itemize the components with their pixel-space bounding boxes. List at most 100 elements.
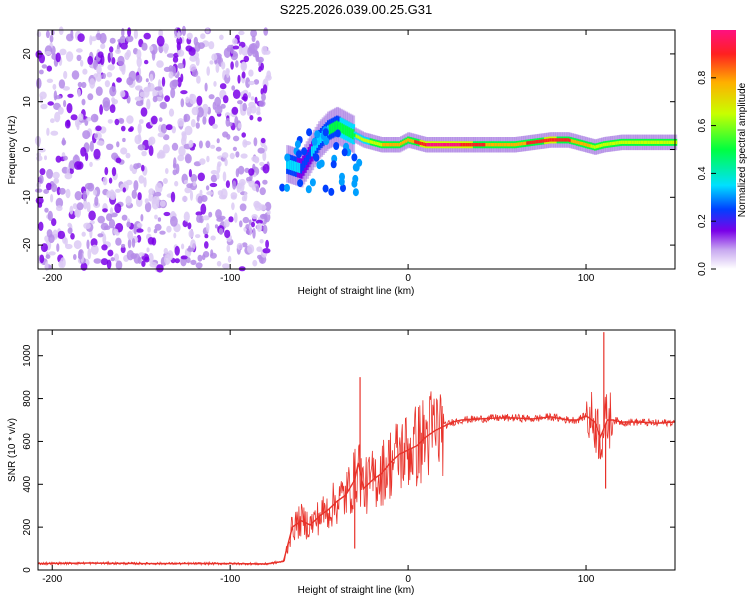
ridge-core [330, 123, 334, 134]
noise-speck [225, 117, 231, 127]
noise-speck [160, 123, 167, 134]
noise-speck [58, 79, 66, 89]
noise-speck [190, 259, 197, 266]
ridge-core [419, 141, 423, 145]
noise-speck [199, 158, 206, 165]
spectrogram-data [34, 25, 678, 273]
noise-speck [104, 167, 109, 176]
ridge-core [307, 152, 311, 163]
noise-speck [161, 76, 166, 87]
ridge-core [424, 143, 429, 147]
noise-speck [195, 211, 203, 216]
ridge-core [375, 141, 379, 145]
noise-speck [115, 49, 121, 54]
ridge-core [567, 138, 571, 142]
noise-speck [111, 167, 117, 177]
ridge-core [408, 138, 413, 143]
colorbar-tick-label: 0.0 [697, 262, 708, 276]
noise-speck [183, 113, 191, 122]
noise-speck [102, 176, 108, 186]
noise-speck [129, 126, 134, 132]
ridge-core [499, 143, 503, 147]
ridge-core [430, 143, 434, 147]
noise-speck [90, 244, 99, 255]
noise-speck [158, 29, 164, 38]
noise-speck [171, 142, 179, 151]
noise-speck [121, 243, 126, 248]
ridge-core [350, 128, 354, 139]
noise-speck [38, 221, 44, 231]
noise-speck [230, 61, 234, 70]
noise-speck [168, 108, 175, 117]
noise-speck [245, 229, 251, 235]
noise-speck [66, 166, 71, 176]
noise-speck [220, 61, 226, 70]
noise-speck [144, 201, 152, 213]
noise-speck [125, 35, 134, 43]
noise-speck [260, 88, 264, 95]
noise-speck [227, 255, 232, 263]
colorbar-tick-label: 0.6 [697, 118, 708, 132]
noise-speck [174, 180, 179, 187]
noise-speck [82, 190, 87, 202]
ridge-core [577, 141, 582, 145]
spectrogram-xtick-label: 100 [578, 273, 595, 284]
noise-speck [137, 144, 146, 151]
noise-speck [176, 36, 183, 45]
ridge-core [624, 140, 628, 144]
noise-speck [154, 191, 162, 197]
ridge-core [503, 143, 507, 147]
ridge-core [286, 158, 290, 169]
noise-speck [78, 249, 83, 260]
noise-speck [113, 228, 119, 235]
ridge-core [311, 146, 315, 157]
noise-speck [188, 169, 192, 178]
noise-speck [99, 104, 103, 115]
noise-speck [250, 96, 255, 101]
noise-speck [67, 222, 72, 228]
noise-speck [196, 95, 203, 106]
noise-speck [111, 57, 116, 65]
noise-speck [86, 201, 91, 213]
noise-speck [232, 180, 237, 190]
ridge-core [674, 140, 678, 144]
noise-speck [89, 35, 93, 46]
noise-speck [71, 70, 80, 80]
noise-speck [44, 155, 47, 161]
noise-speck [87, 93, 94, 101]
figure-title: S225.2026.039.00.25.G31 [280, 2, 433, 17]
transition-blob [313, 153, 320, 162]
noise-speck [263, 27, 269, 36]
noise-speck [177, 49, 185, 57]
noise-speck [52, 171, 60, 179]
noise-speck [184, 186, 192, 194]
noise-speck [241, 195, 246, 202]
ridge-core [291, 160, 295, 171]
noise-speck [46, 168, 54, 179]
ridge-core [604, 142, 608, 147]
noise-speck [135, 85, 141, 91]
noise-speck [181, 132, 187, 142]
noise-speck [242, 102, 248, 112]
noise-speck [67, 227, 73, 234]
noise-speck [133, 29, 138, 40]
ridge-core [501, 143, 505, 147]
noise-speck [152, 95, 158, 103]
ridge-core [611, 141, 615, 146]
noise-speck [133, 180, 139, 191]
noise-speck [250, 29, 257, 38]
ridge-core [357, 135, 361, 139]
noise-speck [59, 48, 67, 56]
noise-speck [45, 30, 50, 39]
noise-speck [90, 113, 99, 123]
noise-speck [219, 215, 226, 220]
transition-blob [330, 160, 337, 169]
ridge-core [533, 140, 537, 144]
ridge-core [439, 143, 443, 147]
noise-speck [62, 137, 66, 146]
noise-speck [166, 225, 172, 233]
noise-speck [149, 45, 154, 52]
colorbar-ticks: 0.0 0.2 0.4 0.6 0.8 [697, 70, 716, 276]
noise-speck [208, 115, 216, 126]
